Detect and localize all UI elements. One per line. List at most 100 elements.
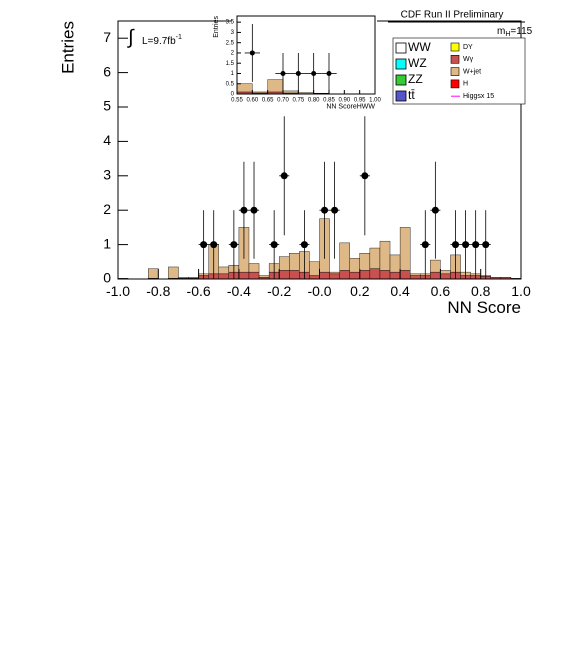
legend-label: ZZ — [408, 72, 423, 86]
x-tick-label: 0.65 — [262, 97, 274, 103]
histogram-bar — [349, 258, 361, 273]
data-point — [462, 241, 470, 249]
data-point — [200, 241, 208, 249]
histogram-bar — [148, 268, 159, 279]
histogram-bar — [359, 252, 371, 271]
histogram-bar — [349, 271, 361, 280]
y-axis-label: Entries — [58, 21, 77, 74]
legend-swatch — [395, 58, 407, 70]
data-point — [295, 70, 301, 76]
histogram-bar — [279, 256, 290, 271]
mass-value: =115 — [510, 26, 532, 37]
data-point — [300, 241, 308, 249]
histogram-bar — [339, 242, 350, 271]
histogram-bar — [409, 273, 421, 276]
x-tick-label: 1.00 — [369, 97, 381, 103]
x-tick-label: 0.8 — [471, 283, 491, 299]
data-point — [361, 172, 369, 180]
data-point — [331, 206, 339, 214]
x-tick-label: 1.0 — [511, 283, 531, 299]
x-tick-label: 0.4 — [390, 283, 410, 299]
y-tick-label: 0 — [103, 270, 111, 286]
histogram-bar — [409, 275, 421, 280]
y-tick-label: 3.5 — [226, 20, 235, 26]
x-tick-label: -0.6 — [187, 283, 211, 299]
y-tick-label: 6 — [103, 63, 111, 79]
inset-background — [232, 12, 377, 110]
data-point — [250, 206, 258, 214]
data-point — [321, 206, 329, 214]
data-point — [240, 206, 248, 214]
legend-label: WZ — [408, 56, 427, 70]
y-axis-label: Entries — [213, 16, 220, 38]
histogram-bar — [379, 270, 391, 280]
histogram-bar — [309, 275, 320, 280]
y-tick-label: 2.5 — [226, 40, 235, 46]
legend-label: WW — [408, 40, 431, 54]
legend-label: tt̄ — [408, 88, 415, 102]
data-point — [472, 241, 480, 249]
histogram-bar — [188, 277, 199, 279]
lumi-label: L=9.7fb-1 — [142, 34, 182, 47]
data-point — [210, 241, 218, 249]
data-point — [421, 241, 429, 249]
histogram-bar — [329, 273, 340, 280]
x-tick-label: -0.2 — [267, 283, 291, 299]
histogram-bar — [289, 252, 300, 271]
legend-swatch — [450, 54, 460, 64]
y-tick-label: 7 — [103, 29, 111, 45]
x-tick-label: 0.55 — [231, 97, 243, 103]
histogram-bar — [440, 273, 451, 280]
histogram-bar — [258, 275, 270, 278]
legend-label: Wγ — [463, 56, 474, 63]
mass-label: mH=115 — [497, 26, 533, 38]
histogram-bar — [267, 79, 284, 93]
data-point — [280, 172, 288, 180]
histogram-bar — [319, 271, 330, 280]
plot-frame — [236, 15, 376, 95]
y-tick-label: 5 — [103, 98, 111, 114]
mass-symbol: m — [497, 26, 505, 37]
histogram-bar — [440, 270, 451, 275]
legend-swatch — [450, 79, 460, 89]
histogram-bar — [252, 91, 268, 94]
x-axis-label: NN ScoreHWW — [326, 103, 375, 110]
histogram-bar — [238, 271, 250, 280]
x-tick-label: 0.80 — [308, 97, 320, 103]
x-axis-label: NN Score — [447, 298, 521, 317]
histogram-bar — [430, 259, 441, 273]
y-tick-label: 3 — [103, 167, 111, 183]
x-tick-label: 0.2 — [350, 283, 370, 299]
data-point — [230, 241, 238, 249]
histogram-bar — [359, 270, 371, 280]
histogram-bar — [389, 271, 401, 280]
histogram-bar — [339, 270, 350, 280]
legend-label: H — [463, 81, 468, 88]
mass-subscript: H — [505, 31, 510, 38]
legend-label: Higgsx 15 — [463, 93, 494, 100]
x-tick-label: -0.8 — [146, 283, 170, 299]
histogram-bar — [279, 270, 290, 280]
histogram-bar — [399, 227, 411, 271]
y-tick-label: 0.5 — [226, 81, 235, 87]
histogram-bar — [379, 240, 391, 271]
data-point — [280, 70, 286, 76]
data-point — [452, 241, 460, 249]
legend-swatch — [395, 90, 407, 102]
legend-label: W+jet — [463, 68, 481, 75]
histogram-bar — [168, 266, 179, 279]
lumi-value: L=9.7fb — [142, 36, 176, 47]
histogram-bar — [369, 247, 381, 269]
x-tick-label: 0.85 — [323, 97, 335, 103]
legend-swatch — [450, 42, 460, 52]
x-tick-label: 0.70 — [277, 97, 289, 103]
histogram-bar — [329, 271, 340, 275]
histogram-bar — [282, 90, 299, 94]
x-tick-label: 0.75 — [292, 97, 304, 103]
data-point — [249, 50, 255, 56]
lumi-integral: ∫ — [127, 26, 135, 48]
y-tick-label: 2 — [231, 51, 235, 57]
data-point — [482, 241, 490, 249]
x-tick-label: 0.95 — [354, 97, 366, 103]
